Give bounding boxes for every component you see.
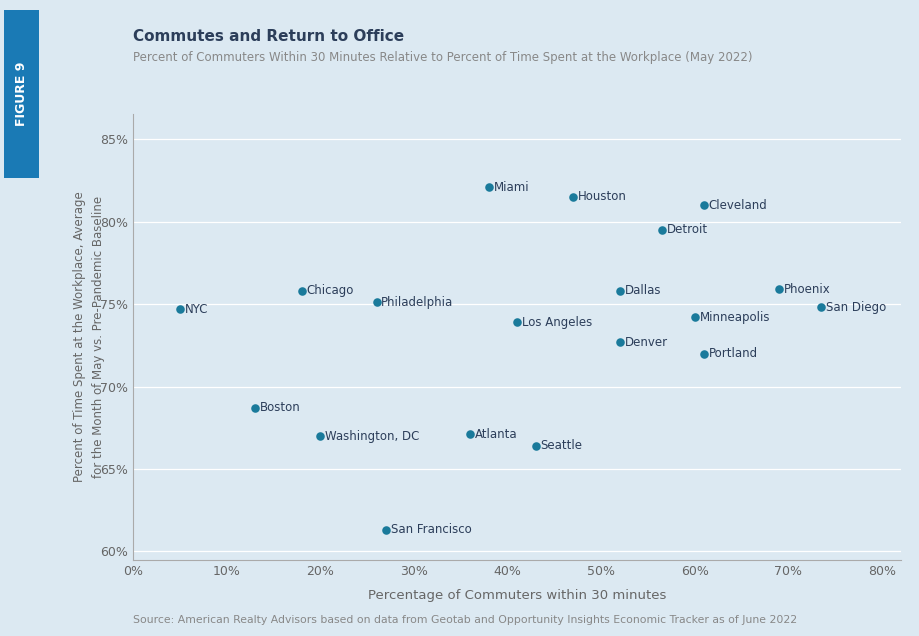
Text: Phoenix: Phoenix	[784, 283, 831, 296]
Point	[687, 312, 702, 322]
Text: Cleveland: Cleveland	[709, 198, 767, 212]
Text: Boston: Boston	[259, 401, 301, 415]
Point	[813, 302, 828, 312]
Point	[294, 286, 309, 296]
Point	[173, 304, 187, 314]
Text: NYC: NYC	[185, 303, 209, 315]
Text: Detroit: Detroit	[666, 223, 708, 237]
Text: Los Angeles: Los Angeles	[522, 315, 592, 329]
Text: San Francisco: San Francisco	[391, 523, 471, 537]
Text: FIGURE 9: FIGURE 9	[15, 62, 28, 126]
Text: Philadelphia: Philadelphia	[381, 296, 453, 309]
Point	[566, 192, 581, 202]
Point	[613, 286, 628, 296]
Text: Percent of Commuters Within 30 Minutes Relative to Percent of Time Spent at the : Percent of Commuters Within 30 Minutes R…	[133, 51, 753, 64]
Point	[482, 182, 496, 192]
Text: Source: American Realty Advisors based on data from Geotab and Opportunity Insig: Source: American Realty Advisors based o…	[133, 614, 798, 625]
Text: Chicago: Chicago	[306, 284, 354, 298]
Point	[379, 525, 393, 535]
Text: Atlanta: Atlanta	[475, 428, 517, 441]
Point	[613, 337, 628, 347]
Point	[509, 317, 524, 328]
Text: San Diego: San Diego	[826, 301, 886, 314]
X-axis label: Percentage of Commuters within 30 minutes: Percentage of Commuters within 30 minute…	[368, 590, 666, 602]
Point	[247, 403, 262, 413]
Text: Portland: Portland	[709, 347, 758, 360]
Y-axis label: Percent of Time Spent at the Workplace, Average
for the Month of May vs. Pre-Pan: Percent of Time Spent at the Workplace, …	[73, 191, 105, 483]
Text: Minneapolis: Minneapolis	[699, 311, 770, 324]
Text: Commutes and Return to Office: Commutes and Return to Office	[133, 29, 404, 44]
Text: Dallas: Dallas	[625, 284, 661, 298]
Text: Miami: Miami	[494, 181, 529, 193]
Point	[697, 349, 711, 359]
Text: Seattle: Seattle	[540, 439, 583, 452]
Point	[772, 284, 787, 294]
Text: Houston: Houston	[578, 190, 627, 204]
Point	[463, 429, 478, 439]
Point	[528, 441, 543, 451]
Point	[654, 225, 669, 235]
Text: Washington, DC: Washington, DC	[325, 429, 419, 443]
Text: Denver: Denver	[625, 336, 668, 349]
Point	[313, 431, 328, 441]
Point	[369, 298, 384, 308]
Point	[697, 200, 711, 211]
